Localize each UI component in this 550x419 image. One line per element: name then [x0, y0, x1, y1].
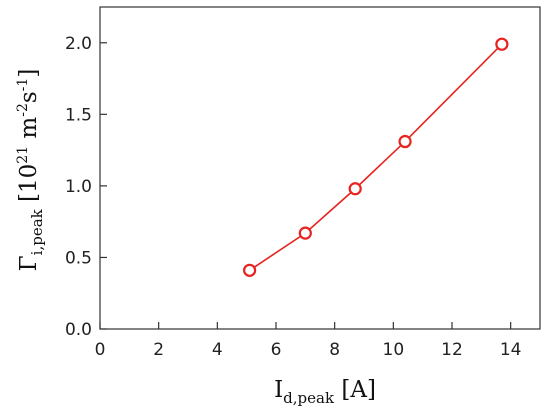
series-layer — [243, 37, 509, 277]
y-axis-label-unit-close: ] — [16, 69, 42, 78]
y-tick-label: 1.0 — [65, 177, 92, 197]
y-tick-label: 1.5 — [65, 105, 92, 125]
y-tick-label: 0.0 — [65, 320, 92, 340]
y-tick-label: 2.0 — [65, 34, 92, 54]
y-axis-label-unit-s: s — [16, 91, 42, 103]
x-axis-label-unit: [A] — [334, 377, 376, 403]
x-tick-label: 10 — [383, 340, 405, 360]
x-axis-ticks: 0 2 4 6 8 10 12 14 — [95, 322, 522, 360]
x-tick-label: 6 — [271, 340, 282, 360]
data-point — [243, 263, 257, 277]
x-axis-label-main: I — [274, 377, 283, 403]
data-point — [495, 37, 509, 51]
y-axis-label-exp3: -1 — [15, 78, 31, 92]
x-tick-label: 14 — [500, 340, 522, 360]
y-axis-label: Γi,peak [1021 m-2s-1] — [15, 69, 46, 272]
x-tick-label: 12 — [441, 340, 463, 360]
y-axis-label-exp1: 21 — [15, 146, 31, 164]
data-point — [348, 182, 362, 196]
y-axis-label-exp2: -2 — [15, 103, 31, 117]
y-axis-label-unit-open: [10 — [16, 164, 42, 210]
x-axis-label-sub: d,peak — [283, 389, 335, 407]
y-axis-label-unit-mid: m — [16, 117, 42, 146]
x-tick-label: 8 — [329, 340, 340, 360]
y-tick-label: 0.5 — [65, 248, 92, 268]
x-tick-label: 0 — [95, 340, 106, 360]
data-point — [398, 134, 412, 149]
y-axis-label-sub: i,peak — [28, 208, 46, 255]
y-axis-label-main: Γ — [16, 255, 42, 271]
x-axis-label: Id,peak [A] — [274, 377, 376, 407]
x-tick-label: 4 — [212, 340, 223, 360]
x-tick-label: 2 — [153, 340, 164, 360]
y-axis-ticks: 0.0 0.5 1.0 1.5 2.0 — [65, 34, 107, 340]
series-line — [249, 43, 503, 271]
plot-frame — [99, 6, 541, 330]
data-point — [298, 226, 312, 240]
